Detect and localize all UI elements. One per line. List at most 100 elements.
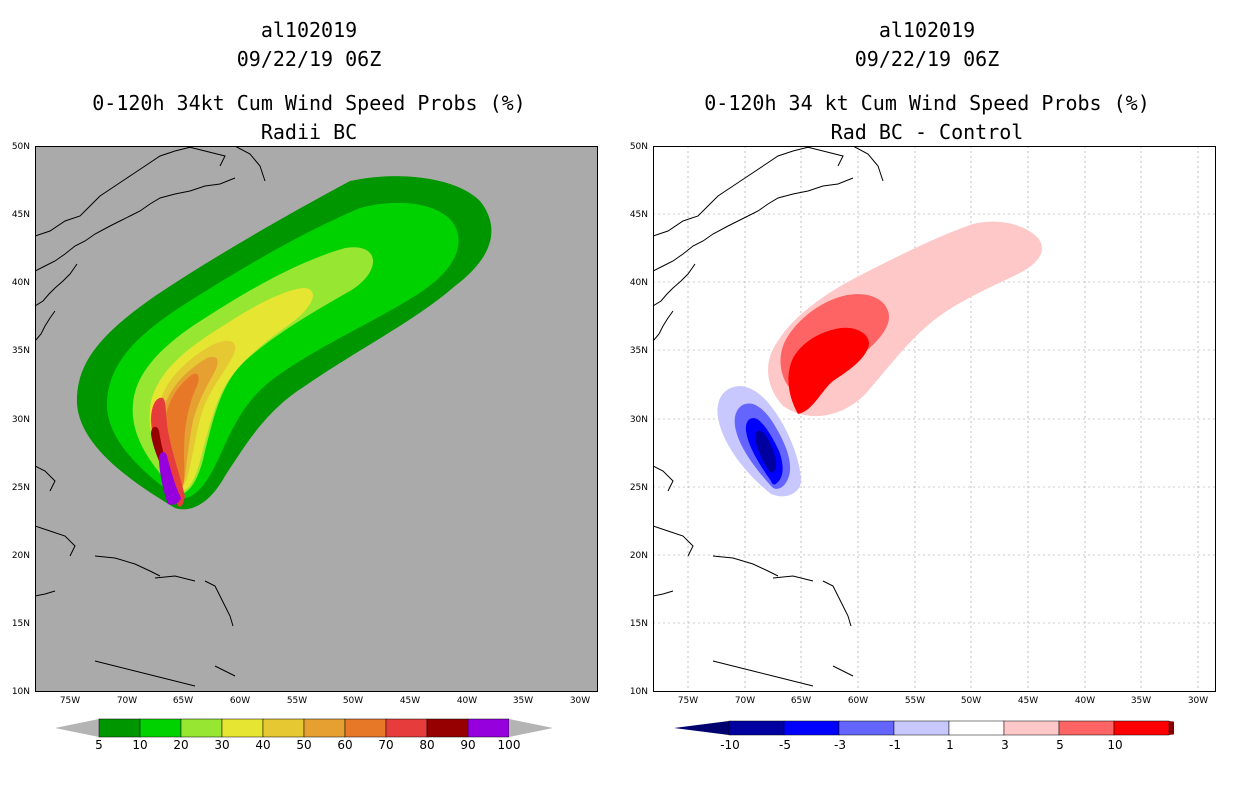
lat-label: 20N — [11, 551, 30, 561]
colorbar-label: 1 — [946, 738, 954, 752]
map-frame — [35, 146, 598, 692]
diff-plus5-contour — [788, 327, 869, 414]
colorbar-swatch — [385, 718, 428, 738]
colorbar-label: 40 — [255, 738, 271, 752]
lat-label: 10N — [629, 687, 648, 697]
lat-label: 35N — [11, 346, 30, 356]
lon-label: 55W — [286, 696, 308, 706]
lat-label: 45N — [11, 210, 30, 220]
subtitle: Rad BC - Control — [830, 120, 1024, 144]
colorbar-label: 20 — [173, 738, 189, 752]
left-panel: al102019 09/22/19 06Z 0-120h 34kt Cum Wi… — [11, 18, 598, 752]
lat-label: 10N — [11, 687, 30, 697]
right-panel: al102019 09/22/19 06Z 0-120h 34 kt Cum W… — [618, 0, 1236, 800]
colorbar-swatch — [783, 720, 840, 736]
colorbar-label: 100 — [497, 738, 521, 752]
prob-70-contour — [151, 397, 185, 507]
lon-label: 35W — [512, 696, 534, 706]
lon-label: 40W — [1074, 696, 1096, 706]
colorbar-label: 70 — [378, 738, 394, 752]
colorbar-swatch — [728, 720, 785, 736]
colorbar-label: 10 — [1107, 738, 1123, 752]
prob-90-contour — [159, 452, 181, 505]
lat-label: 35N — [629, 346, 648, 356]
colorbar-swatch — [303, 718, 346, 738]
colorbar-label: 3 — [1001, 738, 1009, 752]
difference-map — [653, 146, 1216, 692]
lon-label: 65W — [790, 696, 812, 706]
lon-label: 60W — [847, 696, 869, 706]
colorbar-swatch — [838, 720, 895, 736]
lat-label: 30N — [11, 415, 30, 425]
colorbar-swatch — [1003, 720, 1060, 736]
storm-id-title: al102019 — [260, 18, 358, 42]
colorbar-label: 5 — [95, 738, 103, 752]
storm-id-title: al102019 — [878, 18, 976, 42]
lon-label: 75W — [677, 696, 699, 706]
date-title: 09/22/19 06Z — [854, 47, 1000, 71]
subtitle: Radii BC — [260, 120, 358, 144]
colorbar-label: 5 — [1056, 738, 1064, 752]
lon-label: 50W — [342, 696, 364, 706]
lon-label: 30W — [1187, 696, 1209, 706]
colorbar-swatch — [180, 718, 223, 738]
colorbar-swatch — [139, 718, 182, 738]
probability-colorbar — [55, 718, 553, 738]
colorbar-label: -10 — [720, 738, 740, 752]
lon-label: 30W — [569, 696, 591, 706]
difference-colorbar — [674, 720, 1174, 736]
lat-label: 15N — [11, 619, 30, 629]
colorbar-label: 80 — [419, 738, 435, 752]
lat-label: 50N — [11, 142, 30, 152]
colorbar-label: -3 — [834, 738, 846, 752]
probability-map — [35, 146, 598, 692]
colorbar-label: 90 — [460, 738, 476, 752]
colorbar-label: 10 — [132, 738, 148, 752]
lon-label: 70W — [734, 696, 756, 706]
colorbar-swatch — [1113, 720, 1170, 736]
colorbar-label: -1 — [889, 738, 901, 752]
product-title: 0-120h 34 kt Cum Wind Speed Probs (%) — [704, 91, 1150, 115]
product-title: 0-120h 34kt Cum Wind Speed Probs (%) — [92, 91, 526, 115]
colorbar-swatch — [467, 718, 510, 738]
lon-label: 45W — [1017, 696, 1039, 706]
colorbar-swatch — [893, 720, 950, 736]
lat-label: 50N — [629, 142, 648, 152]
map-frame — [653, 146, 1216, 692]
colorbar-swatch — [221, 718, 264, 738]
lon-label: 35W — [1130, 696, 1152, 706]
lon-label: 60W — [229, 696, 251, 706]
colorbar-label: 50 — [296, 738, 312, 752]
colorbar-low-triangle — [55, 719, 99, 737]
lon-label: 50W — [960, 696, 982, 706]
lon-label: 40W — [456, 696, 478, 706]
colorbar-high-triangle — [509, 719, 553, 737]
lon-label: 55W — [904, 696, 926, 706]
colorbar-swatch — [262, 718, 305, 738]
lat-label: 30N — [629, 415, 648, 425]
lat-label: 40N — [11, 278, 30, 288]
colorbar-label: 30 — [214, 738, 230, 752]
lat-label: 25N — [11, 483, 30, 493]
lat-label: 25N — [629, 483, 648, 493]
date-title: 09/22/19 06Z — [236, 47, 382, 71]
lat-label: 40N — [629, 278, 648, 288]
lon-label: 45W — [399, 696, 421, 706]
colorbar-label: 60 — [337, 738, 353, 752]
colorbar-swatch — [1058, 720, 1115, 736]
lon-label: 70W — [116, 696, 138, 706]
colorbar-swatch — [426, 718, 469, 738]
diff-minus10-contour — [755, 430, 777, 473]
lon-label: 75W — [59, 696, 81, 706]
colorbar-label: -5 — [779, 738, 791, 752]
lat-label: 15N — [629, 619, 648, 629]
colorbar-high-triangle — [1169, 721, 1174, 735]
lat-label: 45N — [629, 210, 648, 220]
lat-label: 20N — [629, 551, 648, 561]
colorbar-swatch — [948, 720, 1005, 736]
coastline — [35, 146, 266, 687]
lon-label: 65W — [172, 696, 194, 706]
colorbar-swatch — [344, 718, 387, 738]
coastline — [653, 146, 884, 687]
colorbar-low-triangle — [674, 721, 729, 735]
